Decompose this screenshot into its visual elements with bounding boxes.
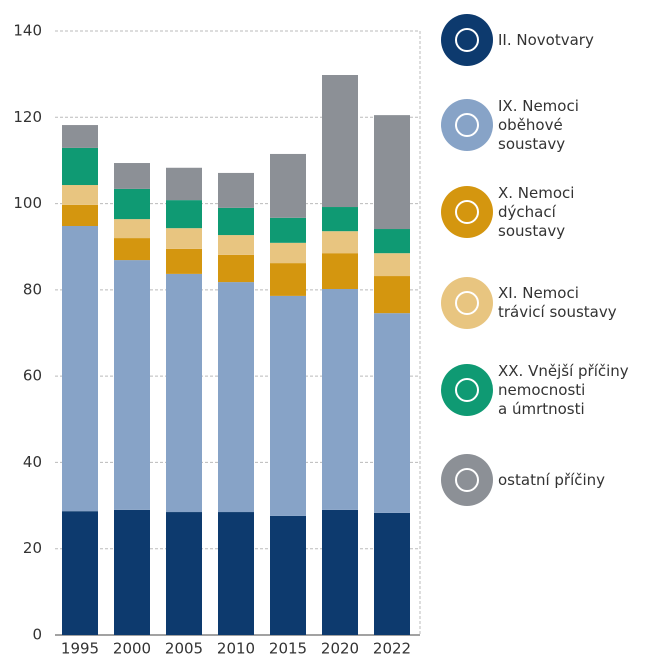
bar-segment [322, 207, 358, 232]
legend-label: X. Nemoci dýchací soustavy [498, 183, 575, 240]
legend-icon-glyph [455, 468, 479, 492]
legend-icon-glyph [455, 28, 479, 52]
bar-segment [62, 125, 98, 148]
bar-segment [166, 167, 202, 201]
legend-icon-glyph [455, 113, 479, 137]
bar-segment [322, 253, 358, 289]
bar-segment [270, 515, 306, 635]
bar-segment [374, 253, 410, 277]
bar-segment [374, 229, 410, 254]
bar-segment [166, 248, 202, 274]
y-tick-label: 40 [23, 453, 42, 471]
bar-segment [218, 207, 254, 236]
bar-segment [114, 260, 150, 510]
bar-segment [322, 509, 358, 635]
bar-segment [218, 235, 254, 255]
bar-segment [114, 509, 150, 635]
legend-icon-glyph [455, 291, 479, 315]
x-tick-label: 2005 [165, 640, 203, 658]
y-tick-label: 140 [13, 22, 42, 40]
bar-segment [218, 282, 254, 513]
y-tick-label: 80 [23, 280, 42, 298]
bar-segment [322, 231, 358, 254]
bar-segment [374, 512, 410, 635]
bar-segment [218, 172, 254, 208]
bar-segment [270, 263, 306, 296]
bar-segment [374, 313, 410, 513]
y-tick-label: 120 [13, 108, 42, 126]
x-tick-label: 2000 [113, 640, 151, 658]
bar-segment [62, 226, 98, 512]
bar-segment [62, 185, 98, 205]
bar-segment [270, 217, 306, 243]
legend-icon [441, 277, 493, 329]
legend-icon [441, 99, 493, 151]
bar-segment [62, 147, 98, 186]
bar-segment [374, 115, 410, 230]
y-tick-label: 60 [23, 367, 42, 385]
bar-segment [270, 153, 306, 218]
bar-segment [166, 200, 202, 229]
bar-segment [166, 512, 202, 635]
bar-segment [114, 238, 150, 261]
bar-segment [62, 511, 98, 635]
bar-segment [114, 163, 150, 189]
bar-segment [270, 242, 306, 264]
bar-segment [270, 295, 306, 516]
bar-segment [166, 273, 202, 513]
legend-icon [441, 364, 493, 416]
x-tick-label: 2022 [373, 640, 411, 658]
y-tick-label: 0 [32, 626, 42, 644]
x-tick-label: 2020 [321, 640, 359, 658]
bar-segment [218, 512, 254, 635]
bar-segment [114, 219, 150, 239]
x-tick-label: 2010 [217, 640, 255, 658]
legend-icon [441, 454, 493, 506]
legend-label: ostatní příčiny [498, 470, 606, 489]
x-tick-label: 2015 [269, 640, 307, 658]
bar-segment [166, 228, 202, 249]
bar-segment [114, 188, 150, 220]
legend-icon-glyph [455, 200, 479, 224]
x-tick-label: 1995 [61, 640, 99, 658]
legend-label: II. Novotvary [498, 30, 594, 49]
legend-label: IX. Nemoci oběhové soustavy [498, 96, 579, 153]
bar-segment [62, 204, 98, 227]
bar-segment [374, 276, 410, 314]
bar-segment [322, 75, 358, 208]
legend-icon [441, 14, 493, 66]
legend-label: XX. Vnější příčiny nemocnosti a úmrtnost… [498, 361, 629, 418]
y-tick-label: 20 [23, 539, 42, 557]
bar-segment [322, 288, 358, 510]
y-tick-label: 100 [13, 194, 42, 212]
legend-icon [441, 186, 493, 238]
legend-label: XI. Nemoci trávicí soustavy [498, 284, 617, 321]
legend-icon-glyph [455, 378, 479, 402]
bar-segment [218, 254, 254, 283]
